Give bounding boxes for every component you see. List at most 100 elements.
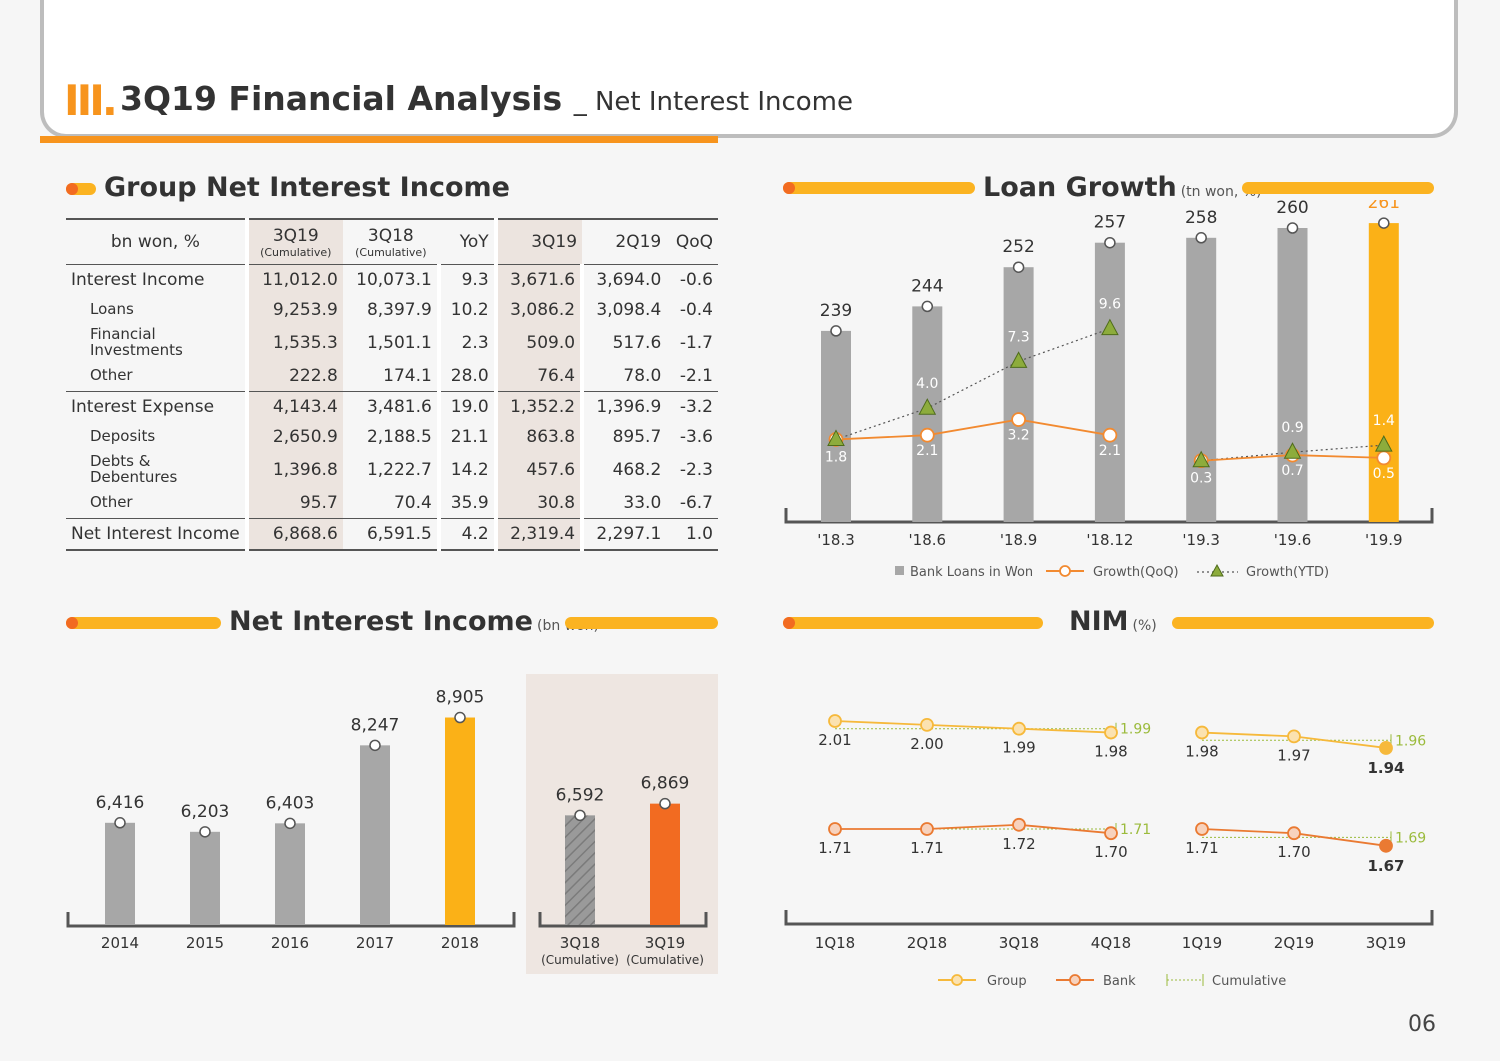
group-point	[828, 714, 842, 728]
table-header-row: bn won, % 3Q19 (Cumulative) 3Q18 (Cumulative…	[66, 218, 718, 265]
loan-bar-marker	[830, 325, 842, 337]
x-tick-label: '18.3	[817, 531, 855, 549]
cumulative-panel	[526, 674, 718, 974]
group-value-label: 1.98	[1094, 743, 1127, 761]
table-cell: 3,694.0	[580, 264, 667, 295]
nii-table: bn won, % 3Q19 (Cumulative) 3Q18 (Cumulative…	[66, 218, 718, 551]
table-cell: 863.8	[493, 422, 583, 452]
loan-bar	[1277, 228, 1308, 522]
ytd-point	[1009, 351, 1028, 368]
loan-bar-marker	[921, 300, 934, 313]
table-cell: 2,297.1	[580, 518, 667, 551]
table-cell: 35.9	[436, 488, 496, 519]
nii-value-label: 6,203	[181, 802, 230, 822]
table-row: Interest Income 11,012.0 10,073.1 9.3 3,671.…	[66, 264, 718, 295]
group-value-label: 1.98	[1185, 743, 1218, 761]
nii-cumulative-bar	[565, 815, 595, 925]
x-tick-label: '18.9	[1000, 531, 1038, 549]
loan-growth-title: Loan Growth (tn won, %)	[983, 174, 1262, 201]
legend-swatch-group-marker	[951, 974, 963, 986]
ytd-value-label: 1.4	[1373, 413, 1395, 429]
table-cell: 78.0	[580, 361, 667, 392]
row-label: Net Interest Income	[66, 518, 247, 551]
bank-point	[828, 822, 842, 836]
qoq-value-label: 0.5	[1373, 466, 1395, 482]
nii-bar-marker	[369, 739, 381, 752]
qoq-value-label: 0.7	[1281, 463, 1303, 479]
nii-cumulative-bar	[650, 803, 680, 925]
legend-label: Cumulative	[1212, 974, 1286, 989]
column-header: 3Q18 (Cumulative)	[342, 218, 439, 265]
row-label: Debts & Debentures	[90, 452, 178, 486]
ytd-point	[918, 398, 937, 415]
table-row: Other 95.7 70.4 35.9 30.8 33.0 -6.7	[66, 488, 718, 519]
group-line	[834, 720, 1112, 734]
table-cell: 6,591.5	[342, 518, 439, 551]
nii-bar	[105, 822, 135, 925]
nim-chart: 1Q18 2Q18 3Q18 4Q18 1Q19 2Q19 3Q19 1.99 1.96 1.71…	[784, 714, 1434, 989]
column-header-label: 2Q19	[615, 232, 662, 252]
bank-value-label: 1.70	[1094, 843, 1127, 861]
section-dot-decoration	[66, 183, 78, 195]
nim-chart-title-text: NIM	[1069, 606, 1129, 637]
column-header-label: 3Q18	[367, 225, 414, 246]
table-cell: 28.0	[436, 361, 496, 392]
x-tick-sublabel: (Cumulative)	[541, 953, 619, 967]
qoq-value-label: 0.3	[1190, 471, 1212, 487]
row-label: Financial Investments	[90, 325, 183, 359]
nii-chart-title-text: Net Interest Income	[229, 606, 533, 637]
table-cell: 9.3	[436, 264, 496, 295]
legend-label: Bank	[1103, 974, 1136, 989]
qoq-value-label: 2.1	[1099, 443, 1121, 459]
table-section-title: Group Net Interest Income	[104, 172, 510, 203]
x-axis-baseline	[66, 912, 516, 928]
table-cell: -3.6	[679, 427, 713, 447]
table-cell: -2.3	[679, 460, 713, 480]
qoq-value-label: 1.8	[825, 449, 847, 465]
section-pill-decoration	[783, 182, 975, 194]
nii-bar	[275, 823, 305, 925]
column-header: bn won, %	[66, 218, 247, 265]
nii-value-label: 8,247	[351, 715, 400, 735]
group-point	[1012, 721, 1026, 736]
table-cell: 10,073.1	[342, 264, 439, 295]
group-value-label: 1.99	[1002, 739, 1035, 757]
group-point	[1287, 729, 1301, 744]
loan-bar-marker	[1012, 261, 1025, 273]
table-cell: 3,671.6	[493, 264, 583, 295]
ytd-point	[827, 429, 845, 446]
legend-swatch-bars	[895, 566, 904, 575]
table-row: Financial Investments 1,535.3 1,501.1 2.3 50…	[66, 325, 718, 361]
nii-bar-marker	[114, 817, 126, 829]
table-cell: -6.7	[679, 493, 713, 513]
table-cell: 468.2	[580, 452, 667, 488]
table-cell: 222.8	[244, 361, 343, 392]
section-number: III.	[64, 76, 118, 125]
x-tick-label: 2Q19	[1274, 934, 1314, 952]
table-cell: 3,098.4	[580, 295, 667, 325]
ytd-line	[835, 328, 1111, 441]
table-cell: 1,535.3	[244, 325, 343, 361]
x-tick-label: 4Q18	[1091, 934, 1131, 952]
section-pill-decoration	[1172, 617, 1434, 629]
table-cell: 1,396.9	[580, 391, 667, 422]
loan-bar-marker	[1286, 222, 1299, 234]
qoq-value-label: 2.1	[916, 443, 938, 459]
row-label: Interest Expense	[66, 391, 247, 422]
page-title: 3Q19 Financial Analysis _ Net Interest I…	[120, 82, 853, 115]
column-header: 2Q19	[582, 218, 667, 265]
table-cell: 19.0	[436, 391, 496, 422]
table-cell: 517.6	[580, 325, 667, 361]
loan-growth-unit: (tn won, %)	[1180, 184, 1262, 200]
nii-bar	[360, 745, 390, 925]
table-cell: 1.0	[666, 518, 718, 551]
table-cell: 1,501.1	[366, 333, 432, 353]
cumulative-value-label: 1.71	[1120, 822, 1151, 838]
nii-value-label: 6,403	[266, 793, 315, 813]
ytd-value-label: 7.3	[1007, 329, 1029, 345]
group-point	[1379, 741, 1393, 755]
section-dot-decoration	[66, 617, 78, 629]
loan-value-label: 260	[1276, 200, 1308, 218]
qoq-point	[1011, 412, 1027, 427]
legend-label: Group	[987, 974, 1027, 989]
